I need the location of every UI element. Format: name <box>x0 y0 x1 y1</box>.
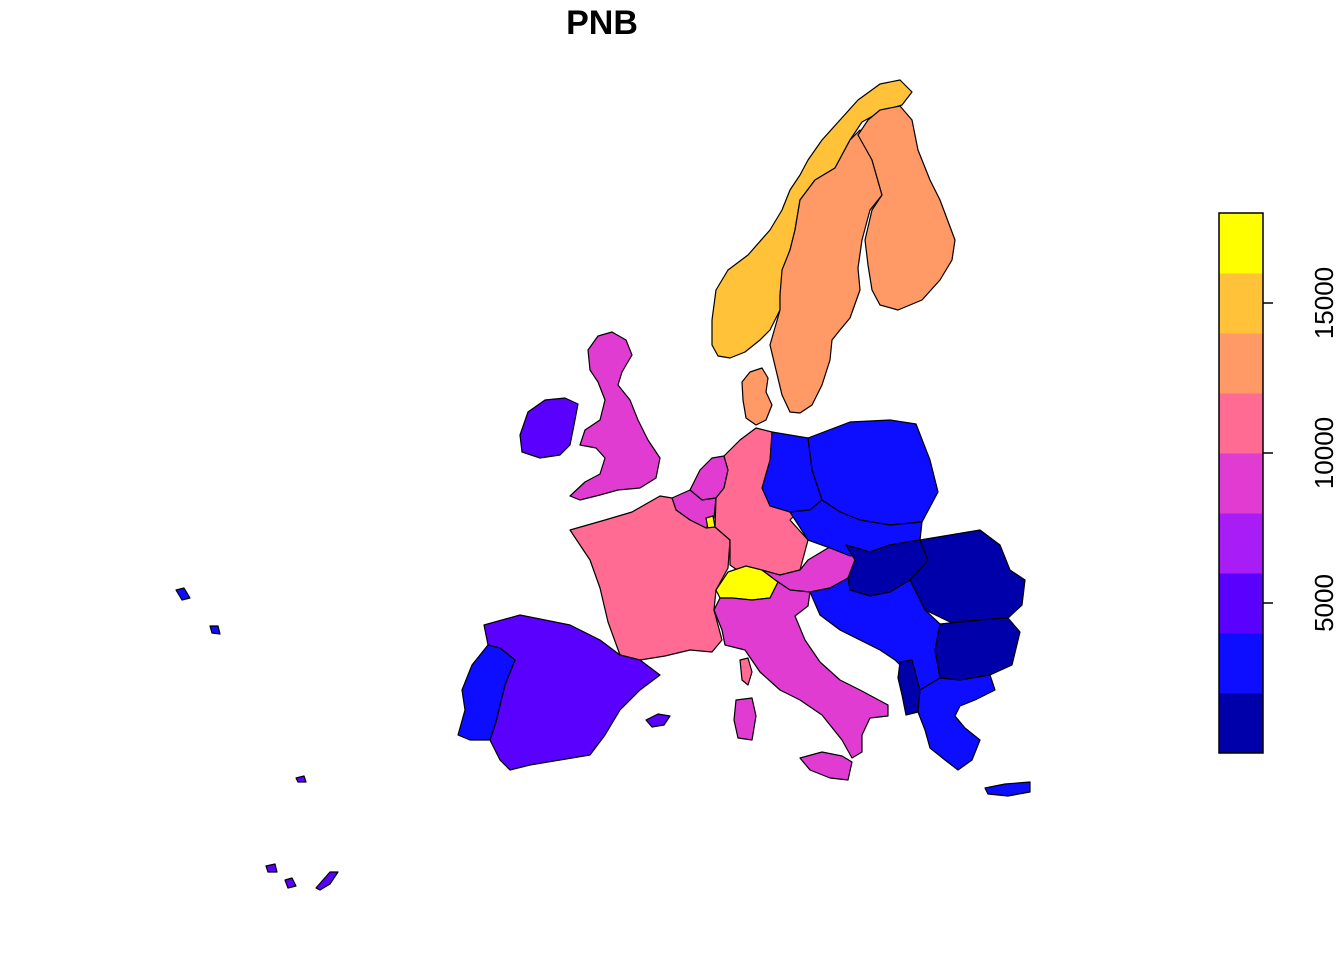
map-title: PNB <box>566 4 638 42</box>
legend-band <box>1219 573 1263 634</box>
legend-band <box>1219 453 1263 514</box>
region-bulgaria <box>934 617 1021 681</box>
region-canary-islands <box>284 877 297 889</box>
region-canary-islands-3 <box>265 863 278 873</box>
legend-tick-label: 5000 <box>1309 574 1339 632</box>
region-romania <box>909 529 1026 623</box>
region-denmark <box>741 367 773 426</box>
legend-tick-label: 15000 <box>1309 267 1339 339</box>
legend-band <box>1219 513 1263 574</box>
countries-layer <box>175 79 1031 891</box>
region-sicily <box>799 751 853 781</box>
region-united-kingdom <box>569 331 661 501</box>
legend-ticks: 5000 10000 15000 <box>1263 267 1339 632</box>
region-canary-islands-2 <box>315 871 339 891</box>
legend-band <box>1219 393 1263 454</box>
region-sardinia <box>733 697 757 741</box>
region-azores-2 <box>209 625 221 635</box>
legend-band <box>1219 213 1263 274</box>
region-crete <box>984 781 1031 797</box>
legend-bands <box>1219 213 1263 754</box>
legend-band <box>1219 693 1263 754</box>
region-madeira <box>295 775 307 783</box>
region-ireland <box>519 397 579 459</box>
color-legend: 5000 10000 15000 <box>1218 212 1339 754</box>
region-slovakia <box>789 499 923 557</box>
legend-frame <box>1218 212 1264 754</box>
legend-band <box>1219 333 1263 394</box>
region-portugal <box>457 644 516 741</box>
region-italy <box>713 581 889 759</box>
region-corsica <box>739 657 753 686</box>
region-sweden <box>769 129 883 414</box>
region-greece <box>917 674 996 771</box>
legend-band <box>1219 633 1263 694</box>
legend-band <box>1219 273 1263 334</box>
region-balearic-islands <box>645 713 671 728</box>
region-finland <box>857 105 956 311</box>
legend-tick-label: 10000 <box>1309 417 1339 489</box>
region-albania <box>897 659 921 716</box>
region-azores <box>175 587 191 601</box>
